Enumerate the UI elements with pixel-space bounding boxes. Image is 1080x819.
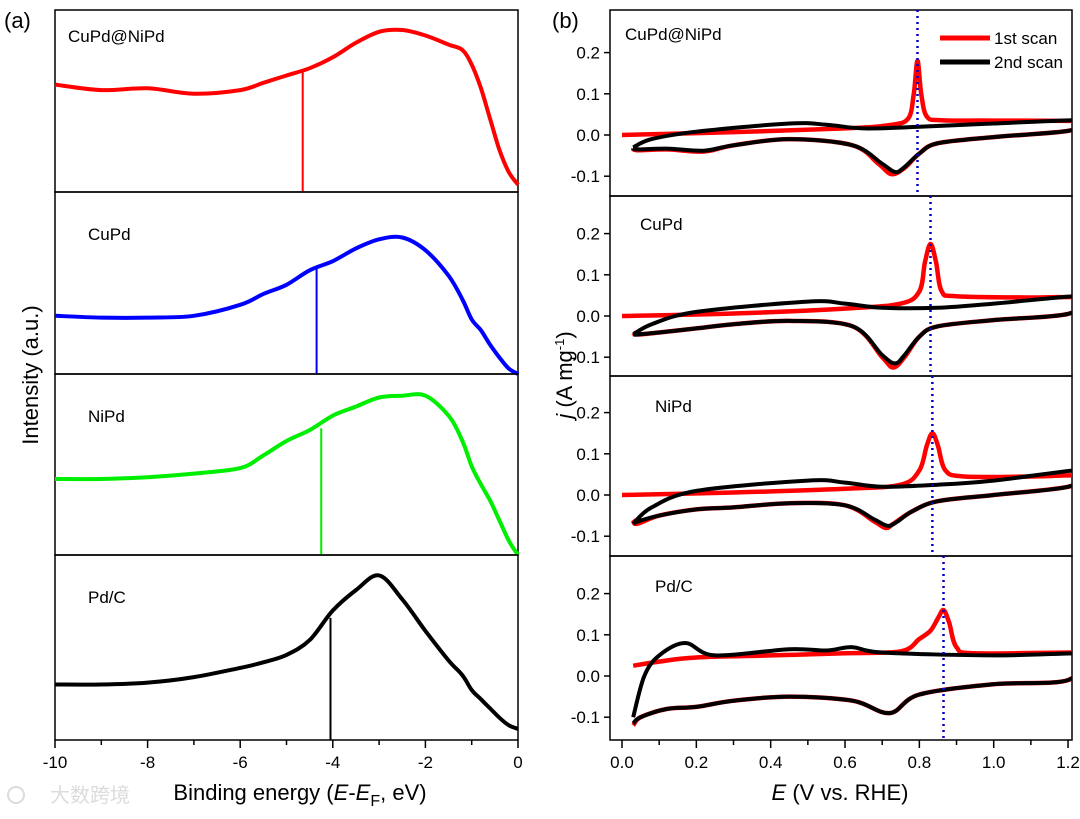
panel-a-ups-spectra: CuPd@NiPd CuPd NiPd Pd/C -10 -8 -6 -4 -2 0 bbox=[43, 9, 523, 772]
y-tick-label: 0.2 bbox=[576, 44, 600, 63]
legend-label: 1st scan bbox=[994, 29, 1057, 48]
curves bbox=[621, 58, 1072, 177]
sample-label: CuPd@NiPd bbox=[625, 25, 722, 44]
spectrum-line bbox=[54, 573, 519, 731]
subplot-pd-c: 0.2 0.1 0.0 -0.1 Pd/C bbox=[571, 555, 1073, 741]
scan-2-curve bbox=[631, 118, 1072, 175]
legend: 1st scan 2nd scan bbox=[940, 29, 1063, 72]
panel-b-letter: (b) bbox=[552, 8, 579, 33]
sample-label: Pd/C bbox=[88, 588, 126, 607]
subplot-nipd: 0.2 0.1 0.0 -0.1 NiPd bbox=[571, 375, 1073, 557]
subplot-cupd-nipd: 0.2 0.1 0.0 -0.1 CuPd@NiPd bbox=[571, 9, 1073, 197]
subplot-cupd: 0.2 0.1 0.0 -0.1 CuPd bbox=[571, 195, 1073, 377]
y-tick-label: 0.0 bbox=[576, 667, 600, 686]
panel-b-ylabel: j (A mg-1) bbox=[552, 331, 577, 421]
scan-2-curve bbox=[632, 294, 1072, 366]
scan-2-curve bbox=[631, 641, 1072, 725]
scan-1-curve bbox=[621, 58, 1072, 177]
y-tick-label: 0.1 bbox=[576, 85, 600, 104]
curves bbox=[621, 241, 1072, 370]
y-tick-label: 0.2 bbox=[576, 404, 600, 423]
sample-label: CuPd@NiPd bbox=[68, 27, 165, 46]
spectrum-line bbox=[54, 27, 520, 186]
spectrum-line bbox=[54, 392, 520, 557]
sample-label: CuPd bbox=[88, 225, 131, 244]
sample-label: NiPd bbox=[655, 397, 692, 416]
x-tick-label: 1.2 bbox=[1056, 753, 1080, 772]
panel-b-cv-curves: 0.20.10.0-0.1CuPd@NiPd0.20.10.0-0.1CuPd0… bbox=[571, 9, 1080, 772]
x-tick-label: 0.8 bbox=[908, 753, 932, 772]
x-tick-label: 0.2 bbox=[685, 753, 709, 772]
y-tick-label: 0.2 bbox=[576, 225, 600, 244]
subplot-pd-c: Pd/C bbox=[54, 554, 519, 741]
sample-label: Pd/C bbox=[655, 577, 693, 596]
subplot-frame bbox=[54, 373, 519, 556]
subplot-nipd: NiPd bbox=[54, 373, 520, 557]
y-tick-label: 0.2 bbox=[576, 585, 600, 604]
x-tick-label: 1.0 bbox=[982, 753, 1006, 772]
scan-2-curve bbox=[631, 468, 1072, 528]
y-tick-label: 0.0 bbox=[576, 126, 600, 145]
y-tick-label: -0.1 bbox=[571, 708, 600, 727]
sample-label: NiPd bbox=[88, 407, 125, 426]
y-tick-label: 0.0 bbox=[576, 307, 600, 326]
spectrum-line bbox=[54, 234, 520, 376]
panel-a-letter: (a) bbox=[4, 8, 31, 33]
y-tick-label: 0.1 bbox=[576, 266, 600, 285]
x-tick-label: -6 bbox=[233, 753, 248, 772]
x-tick-label: -10 bbox=[43, 753, 68, 772]
x-tick-label: -8 bbox=[140, 753, 155, 772]
curves bbox=[631, 607, 1072, 727]
x-tick-label: 0 bbox=[513, 753, 522, 772]
scan-1-curve bbox=[621, 430, 1072, 531]
y-tick-label: 0.0 bbox=[576, 486, 600, 505]
y-tick-label: 0.1 bbox=[576, 626, 600, 645]
panel-a-xlabel: Binding energy (E-EF, eV) bbox=[173, 780, 426, 810]
subplot-frame bbox=[609, 555, 1073, 741]
legend-label: 2nd scan bbox=[994, 53, 1063, 72]
x-tick-label: 0.0 bbox=[610, 753, 634, 772]
watermark-logo-icon bbox=[7, 786, 25, 804]
panel-b-xlabel: E (V vs. RHE) bbox=[772, 780, 909, 805]
y-tick-label: 0.1 bbox=[576, 445, 600, 464]
x-tick-label: -2 bbox=[418, 753, 433, 772]
sample-label: CuPd bbox=[640, 215, 683, 234]
x-tick-label: -4 bbox=[325, 753, 340, 772]
watermark: 大数跨境 bbox=[7, 784, 130, 807]
watermark-text: 大数跨境 bbox=[50, 784, 130, 807]
curves bbox=[621, 430, 1072, 531]
subplot-cupd-nipd: CuPd@NiPd bbox=[54, 9, 520, 193]
subplot-frame bbox=[54, 554, 519, 741]
y-tick-label: -0.1 bbox=[571, 167, 600, 186]
y-tick-label: -0.1 bbox=[571, 527, 600, 546]
x-tick-label: 0.6 bbox=[833, 753, 857, 772]
x-tick-label: 0.4 bbox=[759, 753, 783, 772]
panel-a-ylabel: Intensity (a.u.) bbox=[18, 305, 43, 444]
subplot-cupd: CuPd bbox=[54, 191, 520, 376]
y-tick-label: -0.1 bbox=[571, 348, 600, 367]
